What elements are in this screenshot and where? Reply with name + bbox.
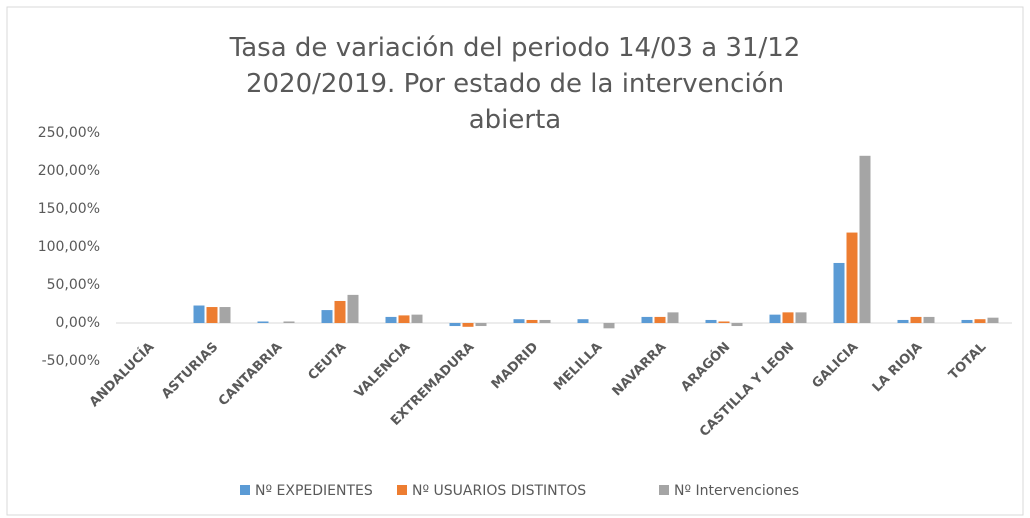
- legend-label: Nº EXPEDIENTES: [255, 483, 373, 499]
- x-tick-label: ASTURIAS: [159, 340, 221, 402]
- bar: [974, 319, 986, 323]
- bar: [987, 317, 999, 323]
- bar: [334, 300, 346, 323]
- bar: [897, 319, 909, 323]
- bar: [206, 307, 218, 323]
- x-tick-label: CANTABRIA: [216, 340, 285, 409]
- bar: [347, 294, 359, 323]
- x-tick-label: MELILLA: [551, 340, 605, 394]
- x-tick-label: GALICIA: [809, 340, 861, 392]
- x-tick-label: TOTAL: [946, 340, 989, 383]
- bar: [910, 316, 922, 323]
- x-tick-label: MADRID: [489, 340, 542, 393]
- y-tick-label: -50,00%: [42, 353, 100, 369]
- bar: [462, 323, 474, 327]
- bar: [475, 323, 487, 327]
- bar: [449, 323, 461, 327]
- x-tick-label: CEUTA: [306, 340, 350, 384]
- legend-swatch: [397, 485, 407, 495]
- bar: [526, 319, 538, 323]
- x-tick-label: LA RIOJA: [870, 340, 926, 396]
- y-tick-label: 150,00%: [38, 201, 100, 217]
- bar: [833, 262, 845, 323]
- x-tick-label: VALENCIA: [352, 340, 413, 401]
- bar: [795, 312, 807, 323]
- y-tick-label: 50,00%: [47, 277, 100, 293]
- y-tick-label: 100,00%: [38, 239, 100, 255]
- bar: [654, 316, 666, 323]
- chart-border: [6, 6, 1024, 516]
- bar: [283, 321, 295, 323]
- bar: [539, 319, 551, 323]
- bar: [257, 321, 269, 323]
- legend-label: Nº Intervenciones: [674, 483, 799, 499]
- bar: [846, 232, 858, 323]
- bar: [385, 316, 397, 323]
- bar: [923, 316, 935, 323]
- x-tick-label: ARAGÓN: [678, 339, 734, 395]
- bar: [321, 310, 333, 323]
- bar: [603, 323, 615, 329]
- bar: [731, 323, 743, 327]
- bar: [641, 316, 653, 323]
- bar: [411, 314, 423, 323]
- bar: [782, 312, 794, 323]
- chart-title: Tasa de variación del periodo 14/03 a 31…: [229, 33, 801, 135]
- bar: [398, 315, 410, 323]
- legend-swatch: [240, 485, 250, 495]
- bar: [577, 319, 589, 323]
- bar: [705, 319, 717, 323]
- bar: [961, 319, 973, 323]
- bar: [859, 155, 871, 323]
- bar: [718, 321, 730, 323]
- legend-swatch: [659, 485, 669, 495]
- y-tick-label: 200,00%: [38, 163, 100, 179]
- y-tick-label: 250,00%: [38, 125, 100, 141]
- legend-label: Nº USUARIOS DISTINTOS: [412, 483, 586, 499]
- bar: [219, 307, 231, 323]
- x-tick-label: NAVARRA: [610, 340, 670, 400]
- bar: [193, 305, 205, 323]
- y-tick-label: 0,00%: [56, 315, 100, 331]
- bar: [769, 314, 781, 323]
- x-tick-label: ANDALUCÍA: [86, 339, 157, 410]
- bar: [667, 312, 679, 323]
- bar: [513, 319, 525, 323]
